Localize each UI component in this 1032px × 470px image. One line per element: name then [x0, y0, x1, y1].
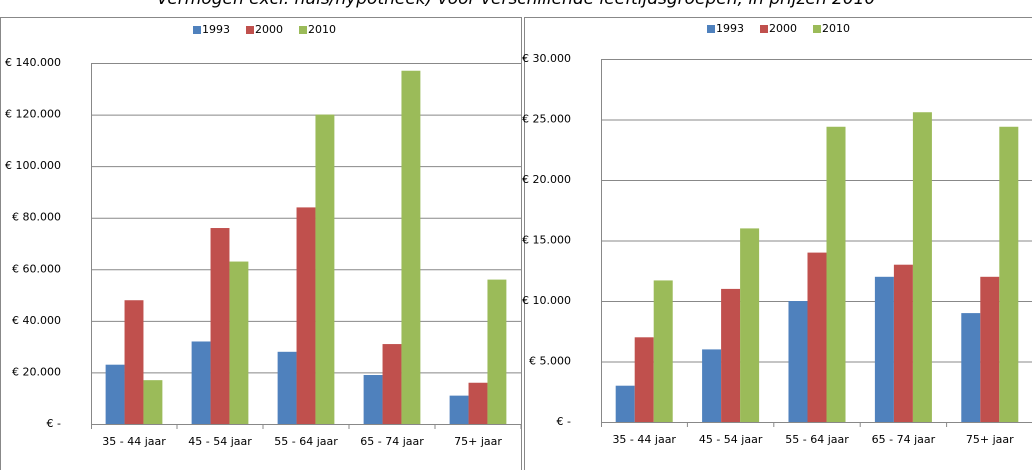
bar [487, 279, 507, 424]
bar [277, 351, 297, 424]
y-tick-label: € 120.000 [5, 108, 61, 121]
bar [124, 300, 144, 424]
bar [788, 301, 808, 422]
bar [980, 276, 1000, 422]
bar [229, 261, 249, 424]
y-tick-label: € 30.000 [522, 52, 571, 65]
chart-frame [0, 17, 522, 470]
bar [315, 114, 335, 425]
bar [740, 228, 760, 422]
x-tick-label: 65 - 74 jaar [872, 433, 936, 446]
legend-swatch [813, 25, 821, 33]
legend-label: 2010 [308, 23, 336, 36]
y-tick-label: € 60.000 [12, 262, 61, 275]
y-tick-label: € 40.000 [12, 314, 61, 327]
y-tick-label: € - [557, 415, 571, 428]
legend-swatch [707, 25, 715, 33]
y-tick-label: € 15.000 [522, 234, 571, 247]
x-tick-label: 35 - 44 jaar [612, 433, 676, 446]
x-tick-label: 75+ jaar [966, 433, 1014, 446]
bar [191, 341, 211, 424]
legend-swatch [246, 26, 254, 34]
legend-label: 2000 [255, 23, 283, 36]
bar [615, 385, 635, 422]
bar [105, 364, 125, 424]
legend-swatch [299, 26, 307, 34]
bar [634, 337, 654, 422]
legend-label: 2000 [769, 22, 797, 35]
y-tick-label: € 100.000 [5, 159, 61, 172]
bar [382, 344, 402, 424]
bar [143, 380, 163, 424]
x-tick-label: 55 - 64 jaar [785, 433, 849, 446]
x-tick-label: 45 - 54 jaar [188, 435, 252, 448]
y-tick-label: € 10.000 [522, 294, 571, 307]
bar [874, 276, 894, 422]
bar [999, 126, 1019, 422]
y-tick-label: € 5.000 [529, 355, 571, 368]
legend-label: 2010 [822, 22, 850, 35]
bar [826, 126, 846, 422]
bar [961, 313, 981, 422]
bar [807, 252, 827, 422]
legend-label: 1993 [202, 23, 230, 36]
bar [702, 349, 722, 422]
bar [653, 280, 673, 422]
bar [449, 395, 469, 424]
y-tick-label: € 80.000 [12, 211, 61, 224]
x-tick-label: 75+ jaar [454, 435, 502, 448]
y-tick-label: € - [47, 417, 61, 430]
y-tick-label: € 20.000 [12, 365, 61, 378]
legend-label: 1993 [716, 22, 744, 35]
y-tick-label: € 20.000 [522, 173, 571, 186]
bar [401, 70, 421, 424]
bar [363, 375, 383, 424]
y-tick-label: € 25.000 [522, 113, 571, 126]
legend-swatch [760, 25, 768, 33]
bar [296, 207, 316, 424]
x-tick-label: 35 - 44 jaar [102, 435, 166, 448]
x-tick-label: 45 - 54 jaar [699, 433, 763, 446]
chart-frame [524, 17, 1032, 470]
bar [912, 112, 932, 423]
bar [210, 228, 230, 424]
bar [721, 288, 741, 422]
bar [468, 382, 488, 424]
y-tick-label: € 140.000 [5, 56, 61, 69]
legend-swatch [193, 26, 201, 34]
x-tick-label: 65 - 74 jaar [360, 435, 424, 448]
page-title: Vermogen excl. huis/hypotheek) voor vers… [157, 0, 876, 9]
x-tick-label: 55 - 64 jaar [274, 435, 338, 448]
bar [893, 264, 913, 422]
